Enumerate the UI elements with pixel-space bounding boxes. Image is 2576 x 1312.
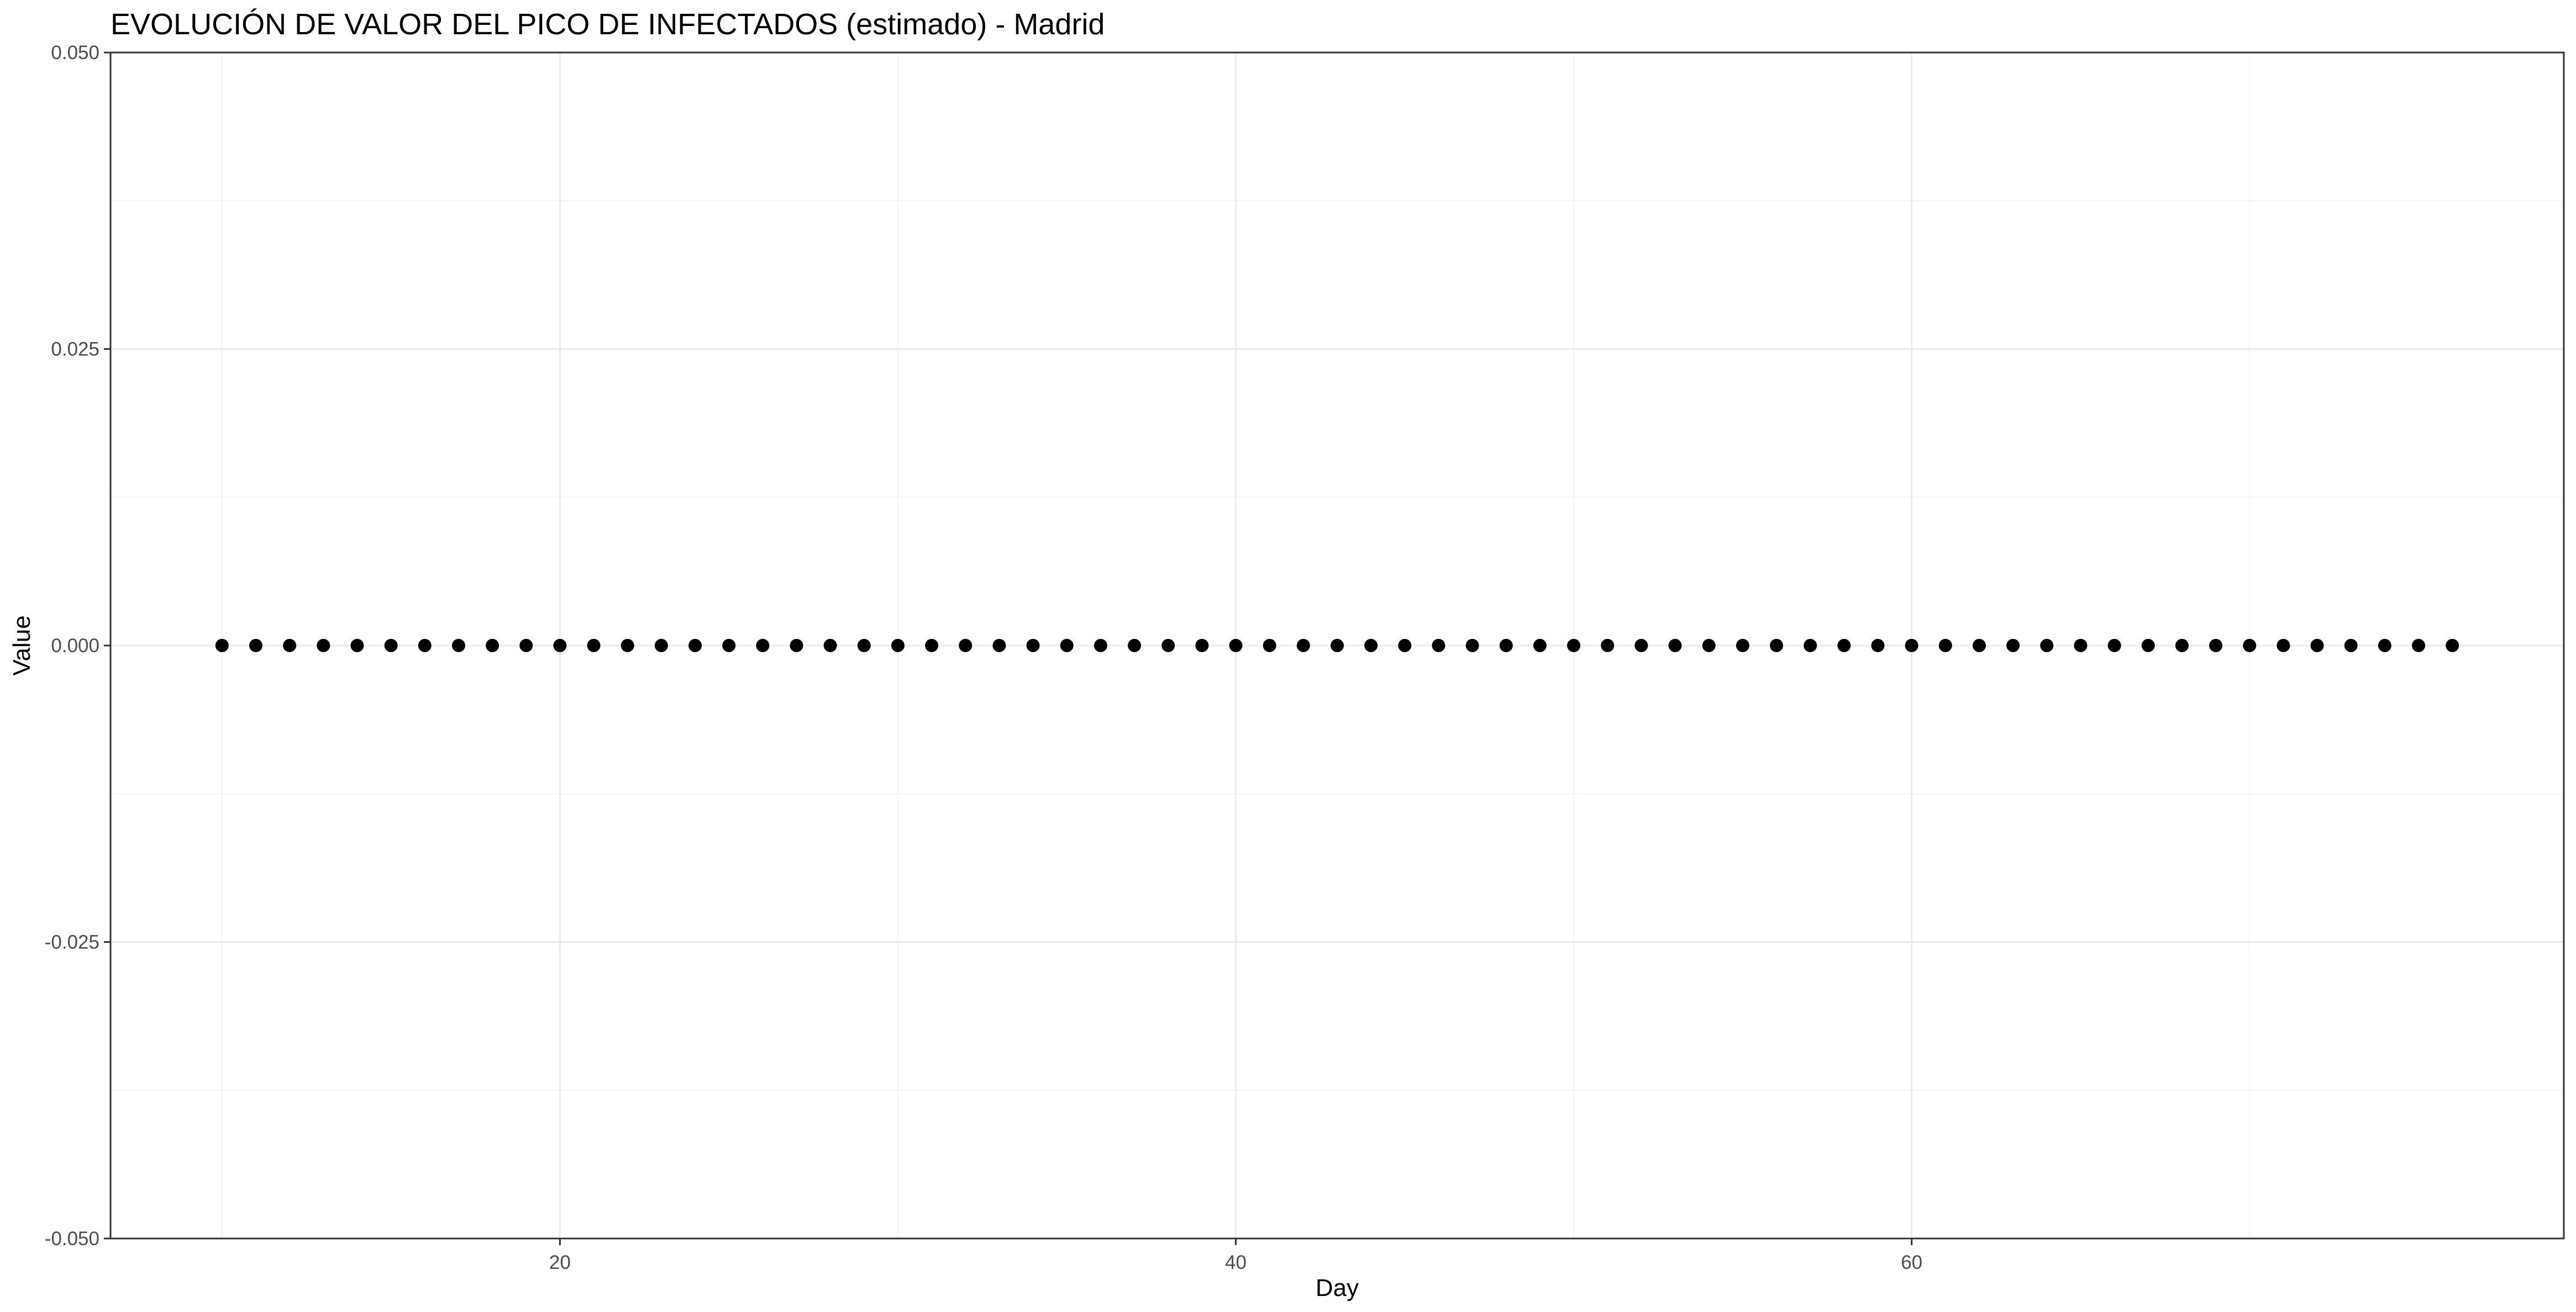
data-point	[1736, 639, 1749, 652]
data-point	[2107, 639, 2121, 652]
data-point	[1567, 639, 1581, 652]
data-point	[2412, 639, 2426, 652]
data-point	[384, 639, 398, 652]
data-point	[350, 639, 364, 652]
minor-gridlines	[111, 53, 2564, 1238]
data-point	[2277, 639, 2290, 652]
data-point	[756, 639, 770, 652]
data-point	[2141, 639, 2155, 652]
data-point	[1837, 639, 1851, 652]
data-point	[2243, 639, 2257, 652]
x-tick-label: 40	[1225, 1252, 1247, 1273]
data-point	[2006, 639, 2020, 652]
data-point	[790, 639, 803, 652]
data-point	[451, 639, 465, 652]
y-tick-label: 0.050	[51, 42, 99, 64]
data-point	[688, 639, 702, 652]
x-tick-label: 20	[549, 1252, 571, 1273]
data-point	[2378, 639, 2391, 652]
y-tick-label: 0.000	[51, 635, 99, 657]
data-point	[1364, 639, 1378, 652]
data-point	[992, 639, 1006, 652]
data-point	[1398, 639, 1412, 652]
x-axis-ticks: 20 40 60	[549, 1238, 1922, 1273]
data-point	[1263, 639, 1276, 652]
data-point	[1770, 639, 1784, 652]
data-point	[1296, 639, 1310, 652]
data-point	[249, 639, 262, 652]
data-point	[959, 639, 972, 652]
y-tick-label: -0.025	[45, 932, 99, 953]
data-point	[1060, 639, 1074, 652]
data-point	[2209, 639, 2223, 652]
y-tick-label: 0.025	[51, 339, 99, 360]
data-point	[2074, 639, 2088, 652]
data-point	[1331, 639, 1344, 652]
data-point	[1905, 639, 1918, 652]
y-axis-title: Value	[8, 615, 35, 675]
data-point	[486, 639, 500, 652]
data-point	[823, 639, 837, 652]
data-point	[1804, 639, 1817, 652]
data-point	[1938, 639, 1952, 652]
data-point	[654, 639, 668, 652]
data-point	[215, 639, 229, 652]
data-point	[1972, 639, 1986, 652]
chart-title: EVOLUCIÓN DE VALOR DEL PICO DE INFECTADO…	[111, 8, 1105, 41]
data-point	[1128, 639, 1142, 652]
data-point	[1499, 639, 1513, 652]
data-point	[1026, 639, 1040, 652]
data-point	[1533, 639, 1547, 652]
data-point	[2310, 639, 2324, 652]
y-tick-label: -0.050	[45, 1228, 99, 1250]
data-point	[891, 639, 905, 652]
data-point	[1634, 639, 1648, 652]
data-point	[1871, 639, 1885, 652]
data-point	[1094, 639, 1107, 652]
data-point	[587, 639, 601, 652]
data-point	[317, 639, 330, 652]
data-point	[519, 639, 533, 652]
data-point	[1465, 639, 1479, 652]
data-point	[621, 639, 634, 652]
data-points	[215, 639, 2459, 652]
data-point	[1195, 639, 1209, 652]
data-point	[1432, 639, 1445, 652]
data-point	[2344, 639, 2358, 652]
data-point	[283, 639, 297, 652]
data-point	[925, 639, 939, 652]
data-point	[1601, 639, 1615, 652]
x-axis-title: Day	[1316, 1274, 1359, 1301]
data-point	[418, 639, 432, 652]
data-point	[1161, 639, 1175, 652]
data-point	[1702, 639, 1716, 652]
data-point	[857, 639, 871, 652]
data-point	[2175, 639, 2189, 652]
data-point	[2446, 639, 2459, 652]
x-tick-label: 60	[1901, 1252, 1922, 1273]
data-point	[722, 639, 736, 652]
data-point	[1668, 639, 1682, 652]
data-point	[553, 639, 567, 652]
data-point	[1229, 639, 1243, 652]
y-axis-ticks: -0.050 -0.025 0.000 0.025 0.050	[45, 42, 111, 1250]
data-point	[2040, 639, 2054, 652]
